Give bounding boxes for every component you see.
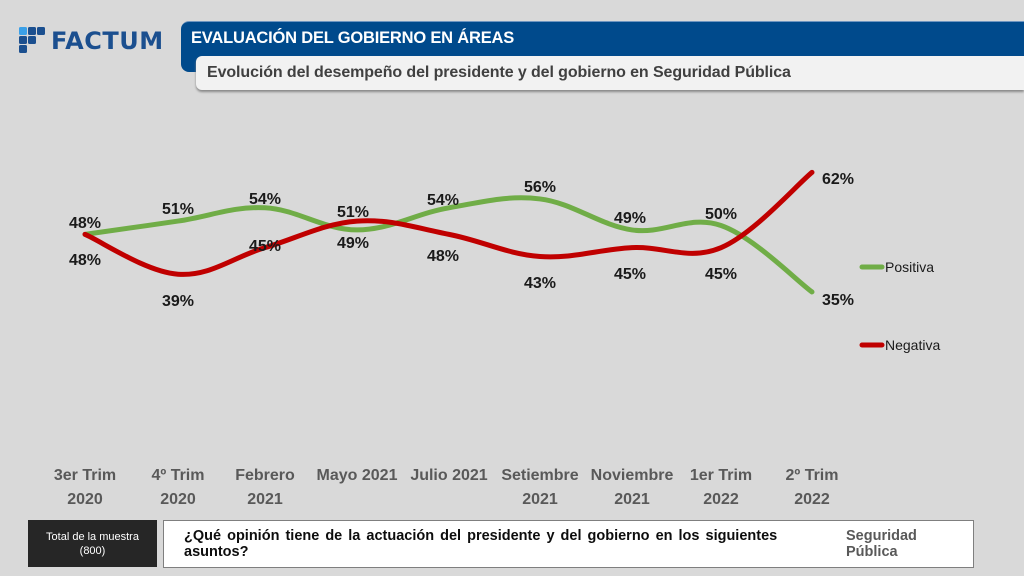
page-subtitle: Evolución del desempeño del presidente y… <box>207 64 791 81</box>
factum-logo: FACTUM <box>19 27 164 55</box>
data-label: 45% <box>249 238 281 255</box>
x-tick-label-line: 3er Trim <box>54 467 116 484</box>
page-title: EVALUACIÓN DEL GOBIERNO EN ÁREAS <box>191 29 515 47</box>
data-label: 43% <box>524 275 556 292</box>
x-tick-label: Febrero 2021 <box>235 467 295 508</box>
question-topic: Seguridad Pública <box>846 528 917 560</box>
data-label: 35% <box>822 292 854 309</box>
data-label: 51% <box>162 201 194 218</box>
x-tick-label-line: 2020 <box>160 491 196 508</box>
x-tick-label: 2º Trim 2022 <box>786 467 839 508</box>
data-label: 45% <box>614 266 646 283</box>
data-label: 39% <box>162 293 194 310</box>
subtitle-bar <box>196 56 1024 90</box>
x-tick-label: Setiembre 2021 <box>501 467 578 508</box>
x-tick-label-line: Febrero <box>235 467 295 484</box>
x-tick-label-line: 2021 <box>247 491 283 508</box>
x-tick-label: Mayo 2021 <box>317 467 398 484</box>
factum-logo-mark-icon <box>19 27 47 55</box>
sample-size-box: Total de la muestra (800) <box>28 520 157 567</box>
series-line-negativa <box>82 169 815 277</box>
x-tick-label-line: 2020 <box>67 491 103 508</box>
data-label: 48% <box>69 252 101 269</box>
x-tick-label-line: 2º Trim <box>786 467 839 484</box>
series-line-positiva <box>82 195 815 295</box>
data-label: 45% <box>705 266 737 283</box>
x-tick-label: 1er Trim 2022 <box>690 467 752 508</box>
logo-text: FACTUM <box>51 27 164 55</box>
x-tick-label: 4º Trim 2020 <box>152 467 205 508</box>
data-label: 49% <box>614 210 646 227</box>
data-label: 49% <box>337 235 369 252</box>
question-box: ¿Qué opinión tiene de la actuación del p… <box>163 520 974 568</box>
x-tick-label: Julio 2021 <box>410 467 487 484</box>
x-tick-label-line: 2022 <box>794 491 830 508</box>
data-label: 54% <box>249 191 281 208</box>
sample-label: Total de la muestra <box>46 530 139 543</box>
x-tick-label-line: 2021 <box>614 491 650 508</box>
data-label: 51% <box>337 204 369 221</box>
x-tick-label-line: Noviembre <box>591 467 674 484</box>
header-bar <box>181 21 1024 57</box>
data-label: 50% <box>705 206 737 223</box>
legend-label-negativa: Negativa <box>885 337 940 353</box>
data-label: 48% <box>427 248 459 265</box>
x-tick-label-line: 4º Trim <box>152 467 205 484</box>
x-tick-label-line: 2022 <box>703 491 739 508</box>
x-tick-label: 3er Trim 2020 <box>54 467 116 508</box>
x-tick-label: Noviembre 2021 <box>591 467 674 508</box>
sample-size: (800) <box>79 544 106 557</box>
data-label: 56% <box>524 179 556 196</box>
x-tick-label-line: Julio 2021 <box>410 467 487 484</box>
legend-label-positiva: Positiva <box>885 259 934 275</box>
x-tick-label-line: 1er Trim <box>690 467 752 484</box>
question-text: ¿Qué opinión tiene de la actuación del p… <box>184 528 778 560</box>
x-tick-label-line: Mayo 2021 <box>317 467 398 484</box>
x-tick-label-line: 2021 <box>522 491 558 508</box>
x-tick-label-line: Setiembre <box>501 467 578 484</box>
data-label: 54% <box>427 192 459 209</box>
line-chart: 48% 51% 54% 49% 54% 56% 49% 50% 35% 48% 39% 45% 51% 4… <box>54 169 940 508</box>
data-label: 62% <box>822 171 854 188</box>
data-label: 48% <box>69 215 101 232</box>
